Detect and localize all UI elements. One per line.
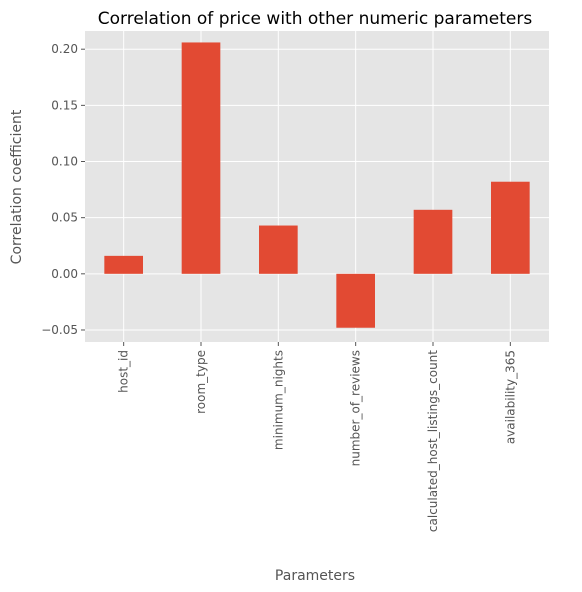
y-axis-label: Correlation coefficient: [9, 109, 25, 264]
bar-availability_365: [491, 181, 530, 274]
bar-number_of_reviews: [336, 273, 375, 328]
bars: [104, 42, 530, 328]
chart-title: Correlation of price with other numeric …: [98, 9, 533, 29]
y-tick-label: 0.10: [51, 155, 78, 169]
bar-minimum_nights: [259, 225, 298, 274]
bar-host_id: [104, 255, 143, 274]
x-tick-label: minimum_nights: [271, 350, 285, 450]
y-tick-label: −0.05: [41, 323, 78, 337]
y-axis-ticks: −0.05 0.00 0.05 0.10 0.15 0.20: [41, 42, 85, 337]
x-tick-label: room_type: [194, 350, 208, 414]
plot-area: [85, 31, 549, 342]
y-tick-label: 0.00: [51, 267, 78, 281]
x-axis-ticks: host_id room_type minimum_nights number_of_…: [117, 342, 517, 532]
y-tick-label: 0.05: [51, 211, 78, 225]
x-tick-label: calculated_host_listings_count: [426, 350, 440, 532]
x-tick-label: availability_365: [503, 350, 517, 444]
bar-room_type: [181, 42, 221, 274]
y-tick-label: 0.15: [51, 98, 78, 112]
x-tick-label: number_of_reviews: [349, 350, 363, 466]
x-tick-label: host_id: [117, 350, 131, 393]
y-tick-label: 0.20: [51, 42, 78, 56]
bar-calculated_host_listings_count: [413, 209, 453, 274]
x-axis-label: Parameters: [275, 568, 355, 584]
